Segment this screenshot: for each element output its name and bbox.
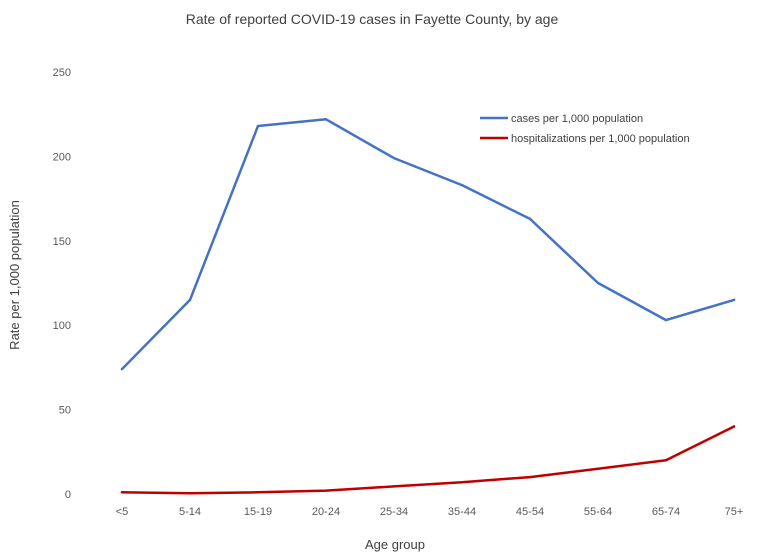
x-tick-label: 25-34 [380,506,408,518]
data-point [120,491,124,494]
data-point [528,475,532,479]
x-tick-label: 20-24 [312,506,340,518]
y-tick-label: 250 [53,67,71,79]
series-line-2 [120,425,736,495]
data-point [188,298,192,302]
y-tick-label: 0 [65,489,71,501]
x-tick-label: 5-14 [179,506,201,518]
x-tick-label: 45-54 [516,506,544,518]
data-point [324,118,328,121]
x-tick-label: <5 [116,506,129,518]
y-tick-label: 50 [59,405,71,417]
x-tick-label: 65-74 [652,506,680,518]
data-point [596,467,600,470]
x-tick-label: 35-44 [448,506,476,518]
data-point [324,489,328,492]
series-line-1 [120,118,736,371]
data-point [528,217,532,221]
data-point [256,491,260,494]
series-lines [120,118,736,495]
y-axis-label: Rate per 1,000 population [7,200,22,350]
legend-entry: hospitalizations per 1,000 population [511,133,690,145]
data-point [664,318,668,322]
data-point [596,281,600,285]
legend-entry: cases per 1,000 population [511,113,643,125]
data-point [460,480,464,484]
x-tick-label: 15-19 [244,506,272,518]
legend: cases per 1,000 population hospitalizatio… [480,113,690,145]
data-point [392,156,396,160]
data-point [120,367,124,371]
x-axis-ticks: <5 5-14 15-19 20-24 25-34 35-44 45-54 55-64 65-7… [116,506,744,518]
x-tick-label: 75+ [725,506,744,518]
y-axis-ticks: 0 50 100 150 200 250 [53,67,71,501]
data-point [188,491,192,495]
data-point [256,124,260,128]
data-point [732,298,736,302]
x-tick-label: 55-64 [584,506,612,518]
y-tick-label: 200 [53,151,71,163]
data-point [732,425,736,428]
x-axis-label: Age group [365,537,425,552]
data-point [392,485,396,488]
y-tick-label: 100 [53,320,71,332]
data-point [460,183,464,187]
data-point [664,459,668,462]
y-tick-label: 150 [53,236,71,248]
chart-title: Rate of reported COVID-19 cases in Fayet… [186,11,559,27]
